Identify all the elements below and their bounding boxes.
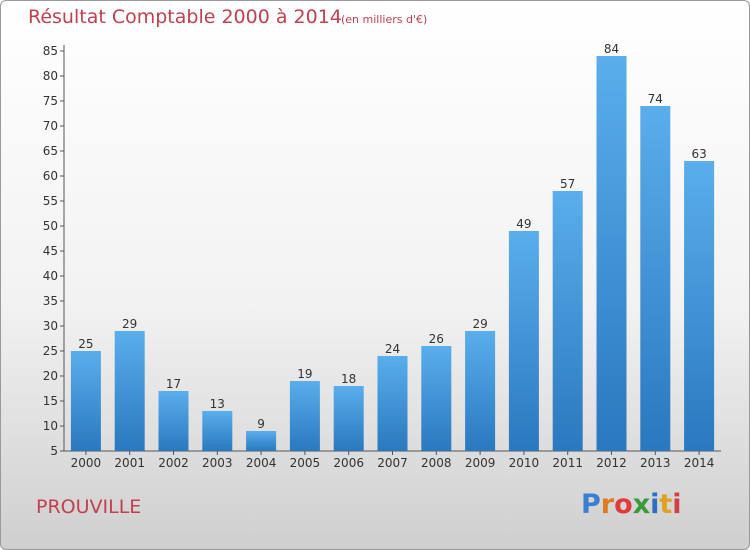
logo-letter: P: [581, 489, 601, 520]
data-label: 17: [166, 377, 181, 391]
x-tick-label: 2004: [246, 456, 277, 470]
bar: [596, 56, 627, 451]
y-tick-label: 10: [43, 419, 58, 433]
y-tick-label: 55: [43, 194, 58, 208]
bar: [421, 346, 452, 451]
x-tick-label: 2005: [290, 456, 321, 470]
x-tick-label: 2001: [114, 456, 145, 470]
data-label: 18: [341, 372, 356, 386]
data-label: 24: [385, 342, 400, 356]
y-tick-label: 40: [43, 269, 58, 283]
x-tick-label: 2006: [333, 456, 364, 470]
x-tick-label: 2012: [596, 456, 627, 470]
data-label: 29: [122, 317, 137, 331]
data-label: 19: [297, 367, 312, 381]
logo-letter: o: [614, 489, 633, 520]
bar: [552, 191, 583, 451]
y-tick-label: 5: [50, 444, 58, 458]
y-tick-label: 70: [43, 119, 58, 133]
y-tick-label: 60: [43, 169, 58, 183]
bar: [70, 351, 101, 451]
y-tick-label: 15: [43, 394, 58, 408]
y-tick-label: 65: [43, 144, 58, 158]
y-tick-label: 20: [43, 369, 58, 383]
logo-letter: t: [659, 489, 673, 520]
x-tick-label: 2009: [465, 456, 496, 470]
x-tick-label: 2007: [377, 456, 408, 470]
bar: [508, 231, 539, 451]
y-tick-label: 50: [43, 219, 58, 233]
data-label: 25: [78, 337, 93, 351]
y-tick-label: 35: [43, 294, 58, 308]
bar: [333, 386, 364, 451]
logo-letter: i: [650, 489, 660, 520]
bar: [289, 381, 320, 451]
data-label: 57: [560, 177, 575, 191]
logo-letter: x: [632, 489, 651, 520]
y-tick-label: 25: [43, 344, 58, 358]
x-tick-label: 2002: [158, 456, 189, 470]
logo-letter: r: [600, 489, 615, 520]
bar: [684, 161, 715, 451]
chart-bars: 25 29 17 13 9 19 18 24 26 29 49 57 84 74 63: [70, 42, 715, 451]
logo-letter: i: [672, 489, 682, 520]
proxiti-logo: Proxiti: [581, 489, 682, 520]
y-tick-label: 75: [43, 94, 58, 108]
x-tick-label: 2003: [202, 456, 233, 470]
x-tick-label: 2010: [509, 456, 540, 470]
x-tick-label: 2013: [640, 456, 671, 470]
town-name: PROUVILLE: [36, 496, 142, 518]
y-tick-label: 80: [43, 69, 58, 83]
data-label: 74: [648, 92, 663, 106]
data-label: 49: [516, 217, 531, 231]
y-tick-label: 85: [43, 44, 58, 58]
bar: [640, 106, 671, 451]
bar: [246, 431, 277, 451]
bar: [158, 391, 189, 451]
bar: [202, 411, 233, 451]
bar: [465, 331, 496, 451]
x-tick-label: 2014: [684, 456, 715, 470]
bar: [377, 356, 408, 451]
x-tick-label: 2008: [421, 456, 452, 470]
x-tick-label: 2011: [552, 456, 583, 470]
data-label: 63: [691, 147, 706, 161]
data-label: 9: [257, 417, 265, 431]
data-label: 84: [604, 42, 619, 56]
data-label: 13: [210, 397, 225, 411]
y-tick-label: 45: [43, 244, 58, 258]
data-label: 26: [429, 332, 444, 346]
y-tick-label: 30: [43, 319, 58, 333]
chart-subtitle: (en milliers d'€): [341, 13, 428, 26]
data-label: 29: [472, 317, 487, 331]
chart-title: Résultat Comptable 2000 à 2014: [28, 6, 342, 28]
bar: [114, 331, 145, 451]
x-tick-label: 2000: [71, 456, 102, 470]
